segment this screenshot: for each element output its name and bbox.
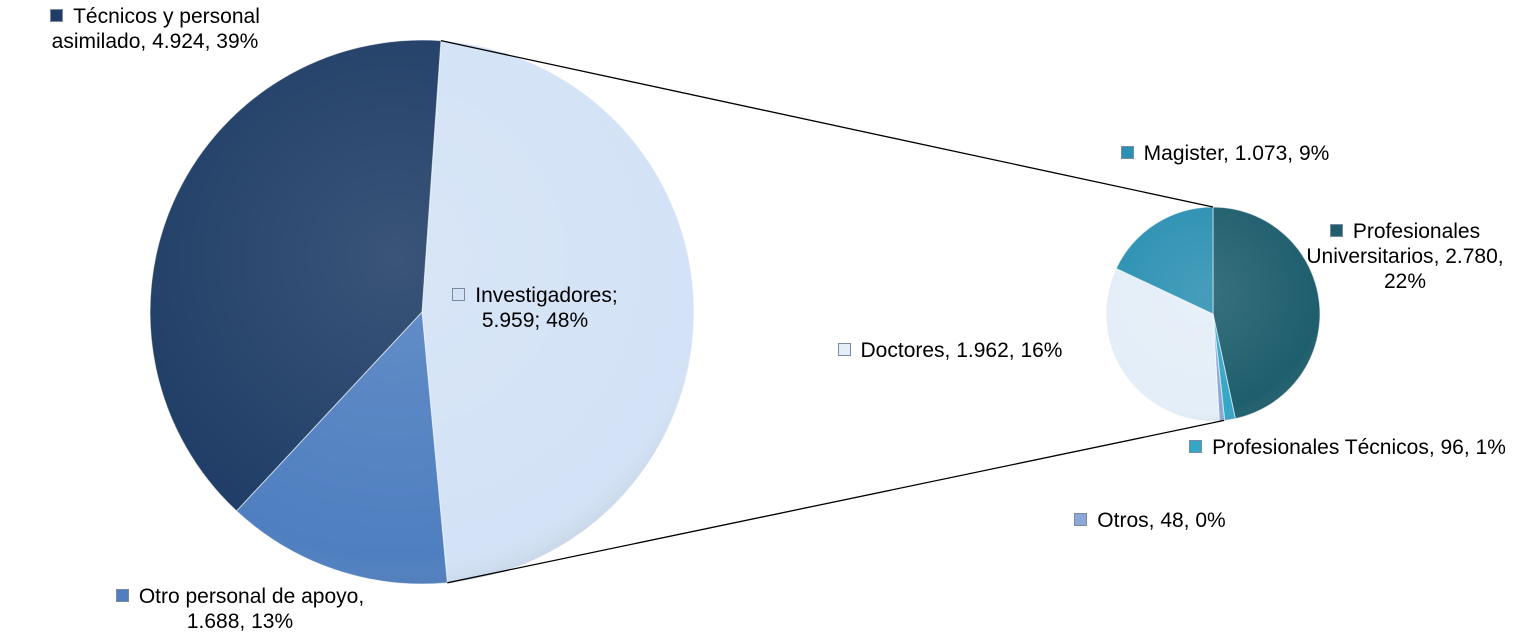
label-value: 1.073 — [1234, 142, 1288, 165]
data-label: Doctores, 1.962, 16% — [800, 338, 1100, 363]
label-name: Profesionales Técnicos — [1212, 436, 1429, 459]
label-value: 48 — [1160, 509, 1184, 532]
label-separator: ; — [534, 309, 547, 332]
label-separator: , — [358, 585, 365, 608]
label-separator: , — [1223, 142, 1235, 165]
label-name: Técnicos y personal asimilado — [51, 5, 260, 53]
label-percent: 13% — [251, 610, 294, 633]
legend-marker — [1189, 440, 1203, 453]
connector-line — [447, 419, 1225, 584]
label-separator: , — [1183, 509, 1196, 532]
data-label: Otro personal de apoyo, 1.688, 13% — [95, 584, 385, 634]
label-percent: 48% — [546, 309, 589, 332]
label-separator: , — [1433, 245, 1446, 268]
label-separator: , — [1497, 245, 1504, 268]
label-name: Otros — [1097, 509, 1149, 532]
legend-marker — [50, 9, 64, 22]
label-percent: 22% — [1383, 270, 1427, 293]
label-value: 4.924 — [152, 30, 205, 53]
label-separator: , — [239, 610, 252, 633]
data-label: Magister, 1.073, 9% — [1095, 141, 1355, 166]
label-separator: , — [140, 30, 153, 53]
data-label: Profesionales Universitarios, 2.780, 22% — [1295, 219, 1515, 294]
label-percent: 16% — [1020, 339, 1063, 362]
label-percent: 1% — [1475, 436, 1506, 459]
data-label: Investigadores; 5.959; 48% — [425, 283, 645, 333]
label-value: 96 — [1440, 436, 1464, 459]
label-value: 5.959 — [481, 309, 535, 332]
label-separator: , — [1428, 436, 1441, 459]
label-separator: , — [1008, 339, 1021, 362]
legend-marker — [115, 589, 129, 602]
connector-line — [440, 40, 1214, 208]
label-percent: 39% — [216, 30, 259, 53]
data-label: Profesionales Técnicos, 96, 1% — [1180, 435, 1515, 460]
label-name: Otro personal de apoyo — [138, 585, 359, 608]
legend-marker — [1329, 224, 1343, 237]
legend-marker — [1120, 146, 1134, 159]
data-label: Otros, 48, 0% — [1030, 508, 1270, 533]
label-value: 1.962 — [956, 339, 1009, 362]
label-percent: 0% — [1195, 509, 1226, 532]
data-label: Técnicos y personal asimilado, 4.924, 39… — [5, 4, 305, 54]
label-separator: , — [944, 339, 957, 362]
label-name: Magister — [1143, 142, 1224, 165]
label-separator: , — [1287, 142, 1299, 165]
legend-marker — [452, 288, 466, 301]
label-separator: ; — [611, 284, 618, 307]
legend-marker — [1074, 513, 1088, 526]
label-value: 1.688 — [186, 610, 240, 633]
label-name: Doctores — [860, 339, 945, 362]
label-name: Investigadores — [475, 284, 612, 307]
label-name: Profesionales Universitarios — [1306, 220, 1481, 268]
label-percent: 9% — [1298, 142, 1330, 165]
label-separator: , — [204, 30, 217, 53]
label-separator: , — [1148, 509, 1161, 532]
label-value: 2.780 — [1445, 245, 1498, 268]
legend-marker — [837, 343, 851, 356]
label-separator: , — [1463, 436, 1476, 459]
